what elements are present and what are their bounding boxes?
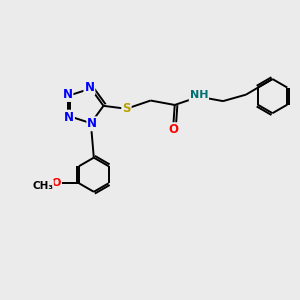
Text: N: N: [87, 117, 97, 130]
Text: N: N: [84, 81, 94, 94]
Text: O: O: [52, 178, 61, 188]
Text: S: S: [122, 102, 131, 115]
Text: N: N: [62, 88, 73, 101]
Text: O: O: [168, 123, 178, 136]
Text: CH₃: CH₃: [32, 181, 53, 190]
Text: NH: NH: [190, 90, 208, 100]
Text: N: N: [64, 111, 74, 124]
